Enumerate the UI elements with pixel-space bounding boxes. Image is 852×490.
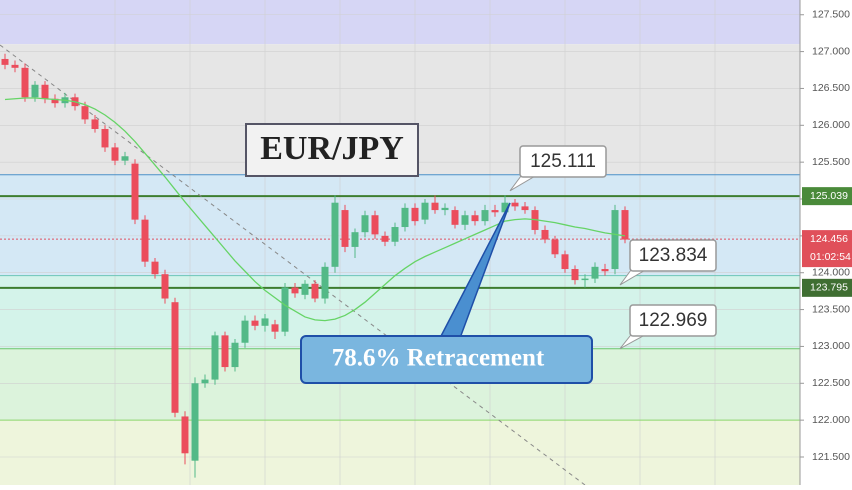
callouts: 125.111 123.834 122.969 bbox=[509, 145, 717, 350]
candle-body bbox=[141, 219, 149, 262]
candle-body bbox=[341, 210, 349, 247]
candle-body bbox=[411, 207, 419, 222]
candle-body bbox=[291, 287, 299, 294]
y-axis: 121.500 122.000 122.500 123.000 123.500 124.0… bbox=[800, 9, 852, 463]
candle-body bbox=[511, 202, 519, 207]
candle-body bbox=[191, 383, 199, 461]
candle-body bbox=[41, 84, 49, 99]
chart-title: EUR/JPY bbox=[260, 130, 404, 167]
candle-body bbox=[591, 266, 599, 279]
candle-body bbox=[621, 210, 629, 240]
candle-body bbox=[551, 239, 559, 255]
candle-body bbox=[391, 227, 399, 242]
callout-label: 125.111 bbox=[530, 151, 596, 172]
candle-body bbox=[171, 302, 179, 413]
candle-body bbox=[261, 318, 269, 326]
y-tick-label: 127.000 bbox=[812, 45, 850, 57]
candle-body bbox=[321, 266, 329, 299]
candle-body bbox=[181, 416, 189, 454]
callout-box bbox=[519, 145, 607, 178]
candle-body bbox=[241, 320, 249, 343]
candle-body bbox=[251, 320, 259, 326]
y-tick-label: 121.500 bbox=[812, 451, 850, 463]
price-badge-label: 123.795 bbox=[810, 282, 848, 294]
candle-body bbox=[441, 207, 449, 211]
candle-body bbox=[31, 84, 39, 98]
trend-line bbox=[0, 44, 586, 486]
candle-body bbox=[221, 335, 229, 368]
candle-body bbox=[331, 202, 339, 267]
candle-body bbox=[501, 202, 509, 213]
moving-average bbox=[4, 97, 626, 322]
callout-label: 123.834 bbox=[639, 245, 708, 266]
candle-body bbox=[271, 324, 279, 332]
candle-body bbox=[561, 254, 569, 270]
candle-body bbox=[461, 215, 469, 225]
price-badge bbox=[802, 278, 852, 297]
price-badge bbox=[802, 230, 852, 268]
candle-body bbox=[541, 229, 549, 240]
candle-body bbox=[381, 235, 389, 242]
annotation: 78.6% Retracement bbox=[332, 345, 545, 372]
y-tick-label: 125.500 bbox=[812, 156, 850, 168]
candle-body bbox=[211, 335, 219, 380]
price-badge-label: 124.456 bbox=[810, 233, 848, 245]
y-tick-label: 123.000 bbox=[812, 340, 850, 352]
candle-body bbox=[231, 342, 239, 368]
annotation-box bbox=[300, 335, 593, 384]
candle-body bbox=[471, 215, 479, 222]
candle-body bbox=[361, 215, 369, 233]
candle-body bbox=[311, 283, 319, 299]
candle-body bbox=[611, 210, 619, 270]
y-tick-label: 122.500 bbox=[812, 377, 850, 389]
candle-body bbox=[51, 98, 59, 104]
candle-body bbox=[11, 64, 19, 68]
y-tick-label: 122.000 bbox=[812, 414, 850, 426]
band bbox=[0, 0, 800, 45]
candle-body bbox=[481, 210, 489, 222]
candle-body bbox=[161, 274, 169, 299]
countdown: 01:02:54 bbox=[810, 251, 851, 263]
y-tick-label: 124.000 bbox=[812, 267, 850, 279]
candle-body bbox=[581, 278, 589, 281]
candle-body bbox=[21, 67, 29, 98]
callout-box bbox=[629, 239, 717, 272]
candle-body bbox=[111, 147, 119, 161]
candle-body bbox=[91, 119, 99, 129]
y-tick-label: 123.500 bbox=[812, 303, 850, 315]
candle-body bbox=[431, 202, 439, 211]
candle-body bbox=[571, 269, 579, 281]
candle-body bbox=[521, 206, 529, 211]
candle-body bbox=[281, 287, 289, 332]
candle-body bbox=[301, 283, 309, 295]
candle-body bbox=[1, 58, 9, 65]
y-tick-label: 126.000 bbox=[812, 119, 850, 131]
candle-body bbox=[371, 215, 379, 235]
candle-body bbox=[81, 106, 89, 120]
candle-body bbox=[101, 128, 109, 148]
candles bbox=[1, 53, 629, 478]
candle-body bbox=[421, 202, 429, 220]
price-badge-label: 125.039 bbox=[810, 190, 848, 202]
title-box bbox=[245, 123, 419, 177]
candle-body bbox=[601, 269, 609, 272]
candle-body bbox=[151, 261, 159, 275]
price-badge bbox=[802, 187, 852, 206]
candle-body bbox=[401, 207, 409, 228]
candle-body bbox=[351, 232, 359, 247]
candle-body bbox=[201, 379, 209, 384]
candle-body bbox=[131, 163, 139, 220]
candle-body bbox=[121, 156, 129, 161]
y-tick-label: 126.500 bbox=[812, 82, 850, 94]
callout-box bbox=[629, 304, 717, 337]
callout-label: 122.969 bbox=[639, 310, 708, 331]
candle-body bbox=[491, 210, 499, 213]
band bbox=[0, 420, 800, 485]
y-tick-label: 127.500 bbox=[812, 9, 850, 21]
candle-body bbox=[451, 210, 459, 225]
